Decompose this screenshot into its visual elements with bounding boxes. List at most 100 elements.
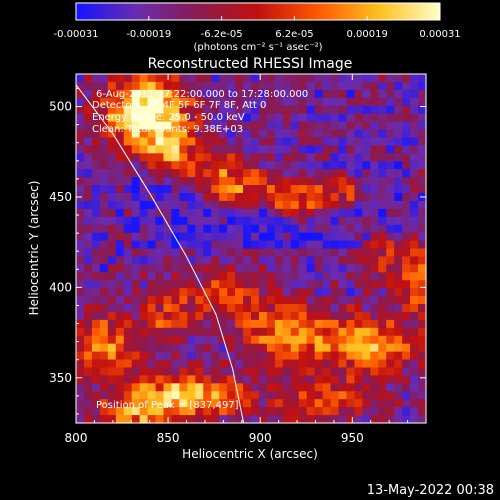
heatmap-cell [394, 240, 403, 250]
heatmap-cell [290, 129, 300, 139]
heatmap-cell [298, 327, 308, 337]
heatmap-cell [76, 327, 85, 337]
heatmap-cell [258, 327, 268, 337]
heatmap-cell [227, 232, 236, 242]
heatmap-cell [219, 177, 228, 186]
heatmap-cell [179, 224, 188, 234]
heatmap-cell [346, 335, 355, 345]
heatmap-cell [290, 153, 300, 162]
heatmap-cell [402, 407, 411, 416]
heatmap-cell [338, 367, 348, 377]
heatmap-cell [163, 161, 173, 170]
heatmap-cell [131, 169, 141, 178]
heatmap-cell [251, 296, 260, 305]
heatmap-cell [195, 232, 204, 242]
heatmap-cell [187, 304, 196, 313]
heatmap-cell [290, 208, 300, 218]
heatmap-cell [314, 161, 324, 170]
heatmap-cell [362, 296, 371, 305]
heatmap-cell [235, 311, 244, 321]
heatmap-cell [266, 399, 276, 408]
heatmap-cell [163, 81, 173, 91]
heatmap-cell [179, 129, 188, 139]
heatmap-cell [179, 351, 188, 361]
heatmap-cell [171, 399, 180, 408]
heatmap-cell [346, 391, 355, 400]
heatmap-cell [107, 327, 117, 337]
heatmap-cell [163, 304, 173, 313]
heatmap-cell [282, 335, 292, 345]
heatmap-cell [282, 399, 292, 408]
heatmap-cell [115, 129, 125, 139]
heatmap-cell [163, 113, 173, 123]
heatmap-cell [362, 288, 371, 297]
heatmap-cell [219, 272, 228, 281]
heatmap-cell [418, 304, 427, 313]
heatmap-cell [155, 391, 165, 400]
heatmap-cell [314, 264, 324, 273]
heatmap-cell [195, 311, 204, 321]
heatmap-cell [155, 224, 165, 234]
heatmap-cell [131, 375, 141, 384]
heatmap-cell [346, 200, 355, 210]
heatmap-cell [195, 375, 204, 384]
heatmap-cell [83, 383, 93, 392]
heatmap-cell [211, 407, 220, 416]
heatmap-cell [91, 161, 101, 170]
heatmap-cell [282, 359, 292, 369]
x-tick-label: 850 [157, 431, 180, 445]
heatmap-cell [314, 351, 324, 361]
heatmap-cell [123, 359, 133, 369]
heatmap-cell [274, 161, 284, 170]
heatmap-cell [298, 391, 308, 400]
heatmap-cell [322, 89, 332, 99]
heatmap-cell [306, 359, 316, 369]
heatmap-cell [83, 375, 93, 384]
heatmap-cell [123, 391, 133, 400]
heatmap-cell [266, 343, 276, 353]
heatmap-cell [290, 304, 300, 313]
heatmap-cell [243, 97, 252, 107]
heatmap-cell [290, 343, 300, 353]
heatmap-cell [314, 335, 324, 345]
heatmap-cell [314, 399, 324, 408]
annotation-line: Energy Range: 25.0 - 50.0 keV [92, 112, 245, 123]
heatmap-cell [402, 280, 411, 289]
heatmap-cell [378, 407, 387, 416]
heatmap-cell [410, 264, 419, 273]
heatmap-cell [290, 137, 300, 146]
heatmap-cell [147, 185, 157, 194]
heatmap-cell [155, 192, 165, 202]
heatmap-cell [219, 145, 228, 154]
colorbar-tick-label: 0.00019 [347, 29, 388, 40]
heatmap-cell [83, 216, 93, 226]
heatmap-cell [155, 177, 165, 186]
heatmap-cell [235, 367, 244, 377]
heatmap-cell [147, 81, 157, 91]
heatmap-cell [346, 121, 355, 131]
heatmap-cell [107, 200, 117, 210]
heatmap-cell [235, 113, 244, 123]
heatmap-cell [386, 200, 395, 210]
heatmap-cell [139, 367, 149, 377]
heatmap-cell [187, 383, 196, 392]
heatmap-cell [282, 121, 292, 131]
heatmap-cell [123, 415, 133, 424]
heatmap-cell [76, 399, 85, 408]
heatmap-cell [83, 137, 93, 146]
heatmap-cell [179, 343, 188, 353]
heatmap-cell [282, 161, 292, 170]
heatmap-cell [203, 153, 212, 162]
heatmap-cell [211, 296, 220, 305]
heatmap-cell [362, 248, 371, 258]
heatmap-cell [139, 391, 149, 400]
heatmap-cell [338, 304, 348, 313]
heatmap-cell [211, 208, 220, 218]
heatmap-cell [386, 391, 395, 400]
heatmap-cell [338, 97, 348, 107]
heatmap-cell [235, 224, 244, 234]
heatmap-cell [107, 208, 117, 218]
heatmap-cell [171, 319, 180, 329]
heatmap-cell [195, 280, 204, 289]
heatmap-cell [91, 129, 101, 139]
